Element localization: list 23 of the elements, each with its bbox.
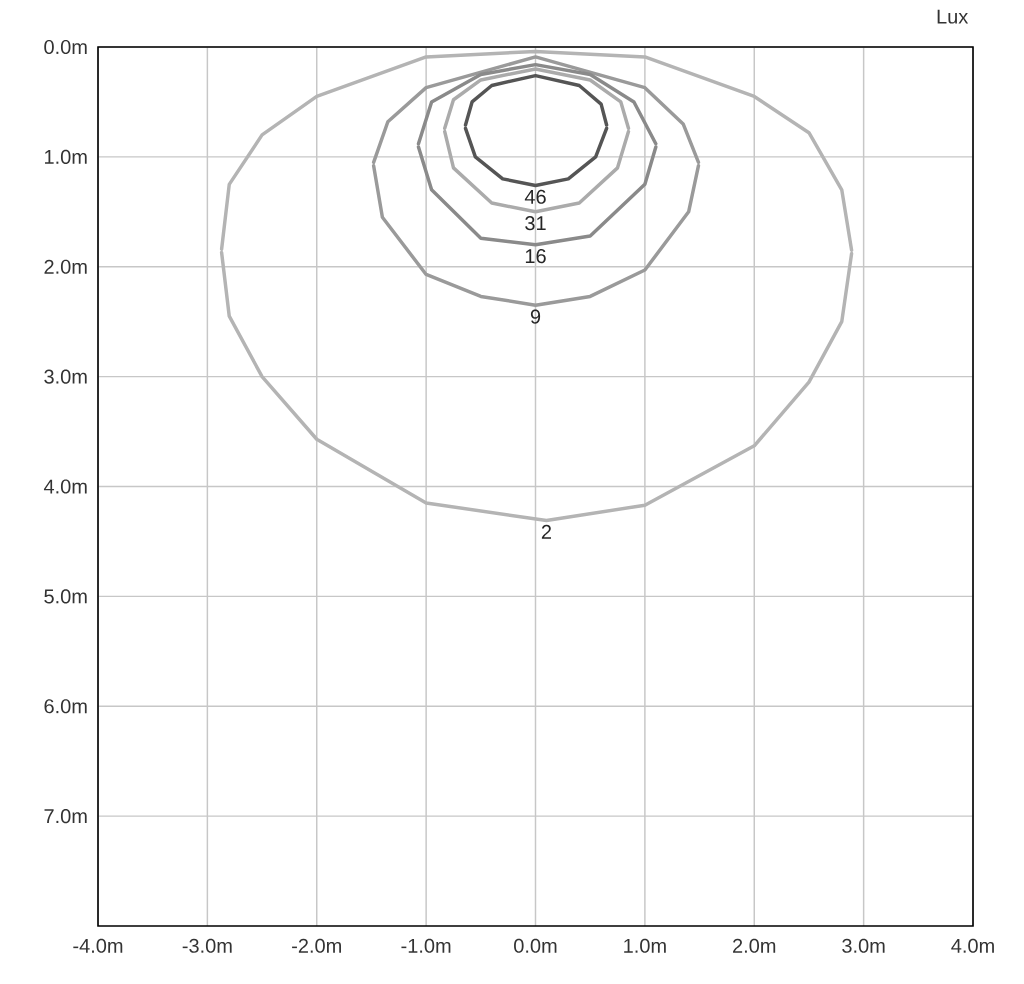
x-tick-label: 1.0m: [624, 938, 666, 953]
y-tick-label: 7.0m: [44, 809, 87, 824]
series-label: 46: [524, 189, 546, 204]
y-tick-label: 5.0m: [44, 589, 87, 604]
y-tick-label: 6.0m: [44, 699, 87, 714]
y-tick-label: 2.0m: [44, 259, 87, 274]
x-tick-label: -3.0m: [182, 938, 232, 953]
x-tick-label: -1.0m: [401, 938, 451, 953]
series-label: 2: [541, 524, 551, 539]
x-tick-label: 4.0m: [951, 938, 994, 953]
x-tick-label: 3.0m: [842, 938, 885, 953]
x-tick-label: 0.0m: [514, 938, 557, 953]
x-tick-label: 2.0m: [733, 938, 776, 953]
x-tick-label: -4.0m: [73, 938, 123, 953]
y-tick-label: 1.0m: [45, 149, 87, 164]
y-tick-label: 0.0m: [44, 39, 87, 55]
series-label: 16: [525, 249, 546, 264]
y-tick-label: 3.0m: [44, 369, 87, 384]
x-tick-label: -2.0m: [292, 938, 341, 953]
text: Lux: [937, 9, 969, 24]
series-label: 9: [530, 309, 541, 324]
series-label: 31: [525, 216, 546, 231]
y-tick-label: 4.0m: [43, 479, 87, 494]
